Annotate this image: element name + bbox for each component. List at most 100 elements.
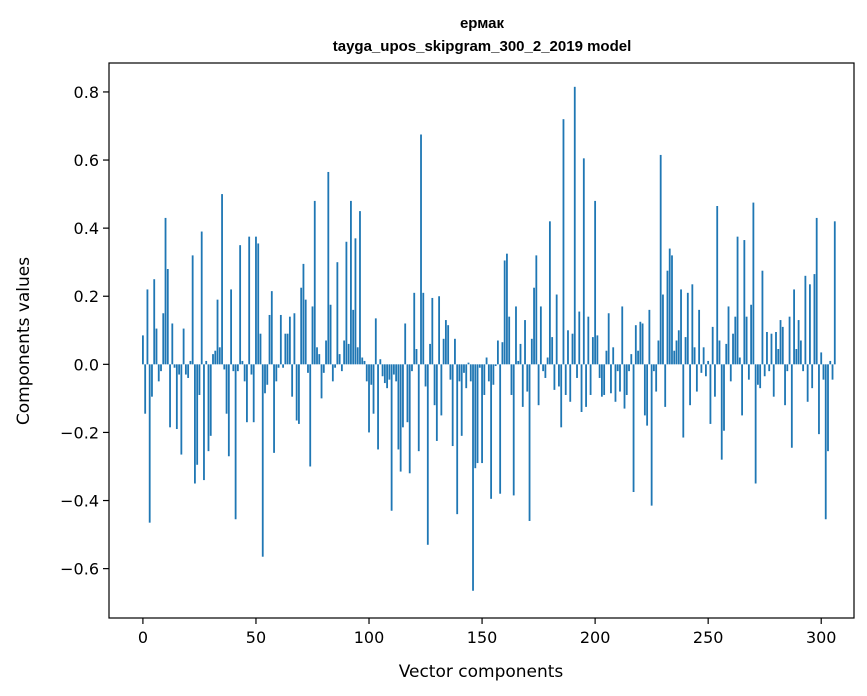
- bar: [340, 364, 343, 372]
- bar: [227, 364, 230, 457]
- bar: [180, 364, 183, 455]
- bar: [368, 364, 370, 433]
- bar: [738, 357, 741, 365]
- bar: [467, 362, 470, 365]
- bar: [270, 291, 273, 365]
- bar: [395, 364, 398, 382]
- bar: [693, 347, 696, 365]
- bar: [309, 364, 312, 467]
- bar: [492, 364, 495, 385]
- bar: [707, 360, 710, 365]
- bar: [381, 364, 384, 377]
- bar: [352, 309, 355, 365]
- bar: [205, 360, 208, 365]
- y-tick-label: −0.4: [60, 492, 99, 511]
- x-axis-label: Vector components: [399, 662, 564, 682]
- bar: [386, 364, 389, 389]
- bar: [169, 364, 171, 428]
- bar: [811, 364, 814, 389]
- bar: [530, 338, 533, 365]
- bar: [449, 364, 452, 380]
- bar: [166, 269, 169, 365]
- bar: [578, 311, 581, 365]
- bar: [474, 364, 477, 469]
- bar: [682, 364, 685, 438]
- bar: [802, 364, 805, 372]
- bar: [184, 364, 187, 375]
- bar: [725, 343, 728, 365]
- bar: [535, 255, 538, 365]
- bar: [569, 364, 572, 402]
- bar: [334, 364, 337, 368]
- bar: [234, 364, 237, 520]
- bar: [248, 236, 251, 365]
- bar: [766, 331, 768, 365]
- x-axis: 0 50 100 150 200 250 300: [138, 618, 836, 647]
- bar: [526, 364, 529, 392]
- bar: [555, 294, 558, 365]
- bar: [361, 357, 364, 365]
- bar: [702, 347, 705, 365]
- bar: [293, 313, 296, 365]
- x-tick-label: 250: [693, 628, 724, 647]
- bar: [282, 364, 284, 368]
- bar: [322, 364, 325, 373]
- bar: [571, 333, 574, 365]
- bar: [194, 364, 196, 484]
- bar: [302, 263, 305, 365]
- bar: [585, 364, 587, 407]
- bar: [460, 364, 463, 436]
- bar: [745, 316, 748, 365]
- bar: [429, 343, 431, 365]
- bar: [734, 316, 737, 365]
- bar: [614, 364, 617, 402]
- bar: [736, 236, 739, 365]
- bar: [435, 364, 438, 441]
- bar: [284, 333, 287, 365]
- bar: [729, 364, 732, 382]
- bar: [268, 314, 271, 365]
- bar: [732, 333, 734, 365]
- bar: [275, 364, 278, 382]
- bar: [300, 287, 303, 365]
- bar: [804, 275, 807, 365]
- bar: [279, 314, 282, 365]
- bar: [187, 364, 190, 378]
- bar: [189, 360, 192, 365]
- bar: [311, 306, 314, 365]
- bar: [619, 364, 621, 392]
- bar: [517, 360, 520, 365]
- bar: [750, 304, 753, 365]
- bar: [465, 364, 468, 389]
- bar: [605, 350, 608, 365]
- bar: [668, 248, 671, 365]
- bar: [824, 364, 827, 520]
- bar: [650, 364, 653, 506]
- bar: [655, 364, 658, 392]
- bar: [829, 360, 832, 365]
- bar: [553, 364, 556, 390]
- bar: [528, 364, 531, 521]
- bar: [365, 364, 368, 382]
- bar: [671, 255, 673, 365]
- bar: [689, 364, 691, 406]
- bar: [431, 297, 434, 365]
- bar: [160, 364, 162, 372]
- x-tick-label: 150: [467, 628, 498, 647]
- bar: [562, 119, 565, 365]
- bar: [151, 364, 153, 397]
- bar: [777, 349, 780, 365]
- bar: [359, 211, 361, 365]
- bar: [214, 350, 217, 365]
- bar: [813, 274, 816, 365]
- bar: [438, 296, 441, 365]
- bar: [727, 306, 730, 365]
- bar: [402, 364, 404, 428]
- bar: [600, 364, 603, 397]
- bar: [747, 364, 750, 380]
- bar: [772, 364, 775, 397]
- bar: [833, 221, 836, 365]
- bar: [806, 364, 809, 402]
- bar: [232, 364, 235, 372]
- bar: [542, 364, 545, 372]
